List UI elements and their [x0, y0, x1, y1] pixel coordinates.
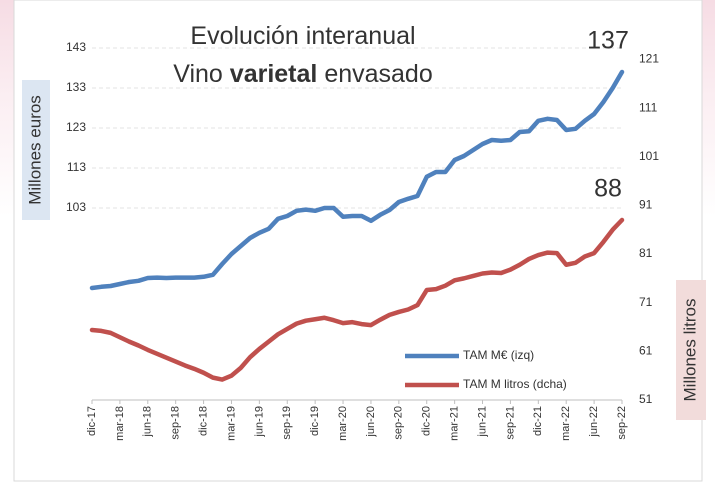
chart-frame	[13, 0, 703, 482]
title-line1: Evolución interanual	[190, 22, 415, 50]
title-line2: Vino varietal envasado	[173, 60, 433, 88]
y-tick-label: 113	[67, 160, 86, 174]
title-word: Vino	[173, 60, 223, 88]
x-tick-label: dic-21	[532, 406, 544, 436]
y2-tick-label: 121	[639, 52, 659, 66]
series-line	[89, 69, 625, 291]
y2-tick-label: 111	[639, 100, 658, 114]
x-tick-label: jun-21	[476, 406, 488, 438]
x-tick-label: dic-17	[86, 406, 98, 436]
y-tick-label: 103	[66, 200, 86, 214]
x-tick-label: jun-18	[142, 406, 154, 438]
legend-label: TAM M€ (izq)	[463, 348, 534, 362]
end-value-label: 88	[594, 175, 622, 203]
x-tick-label: sep-19	[281, 406, 293, 440]
y2label-box	[676, 280, 706, 420]
y-tick-label: 133	[66, 80, 86, 94]
x-tick-label: dic-20	[421, 406, 433, 436]
x-tick-label: sep-20	[393, 406, 405, 440]
x-tick-label: jun-22	[588, 406, 600, 438]
x-tick-label: mar-22	[560, 406, 572, 441]
x-tick-label: sep-18	[170, 406, 182, 440]
x-tick-label: mar-20	[337, 406, 349, 441]
series-line	[89, 217, 625, 382]
x-tick-label: sep-22	[616, 406, 628, 440]
x-tick-label: mar-18	[114, 406, 126, 441]
x-tick-label: mar-21	[449, 406, 461, 441]
y-tick-label: 123	[66, 120, 86, 134]
legend-label: TAM M litros (dcha)	[463, 377, 567, 391]
y2-tick-label: 71	[639, 295, 653, 309]
y2-tick-label: 51	[639, 392, 653, 406]
x-tick-label: dic-19	[309, 406, 321, 436]
title-word: envasado	[324, 60, 432, 88]
y2-tick-label: 101	[639, 149, 659, 163]
x-tick-label: jun-19	[253, 406, 265, 438]
title-word-bold: varietal	[230, 60, 318, 88]
y2-tick-label: 81	[639, 246, 653, 260]
y-axis-label: Millones euros	[25, 95, 44, 205]
ylabel-box	[22, 80, 50, 220]
y2-axis-label: Millones litros	[680, 299, 699, 402]
y2-tick-label: 91	[639, 198, 653, 212]
x-tick-label: jun-20	[365, 406, 377, 438]
x-tick-label: mar-19	[225, 406, 237, 441]
x-tick-label: sep-21	[504, 406, 516, 440]
x-tick-label: dic-18	[197, 406, 209, 436]
end-value-label: 137	[587, 27, 629, 55]
y2-tick-label: 61	[639, 344, 653, 358]
y-tick-label: 143	[66, 40, 86, 54]
